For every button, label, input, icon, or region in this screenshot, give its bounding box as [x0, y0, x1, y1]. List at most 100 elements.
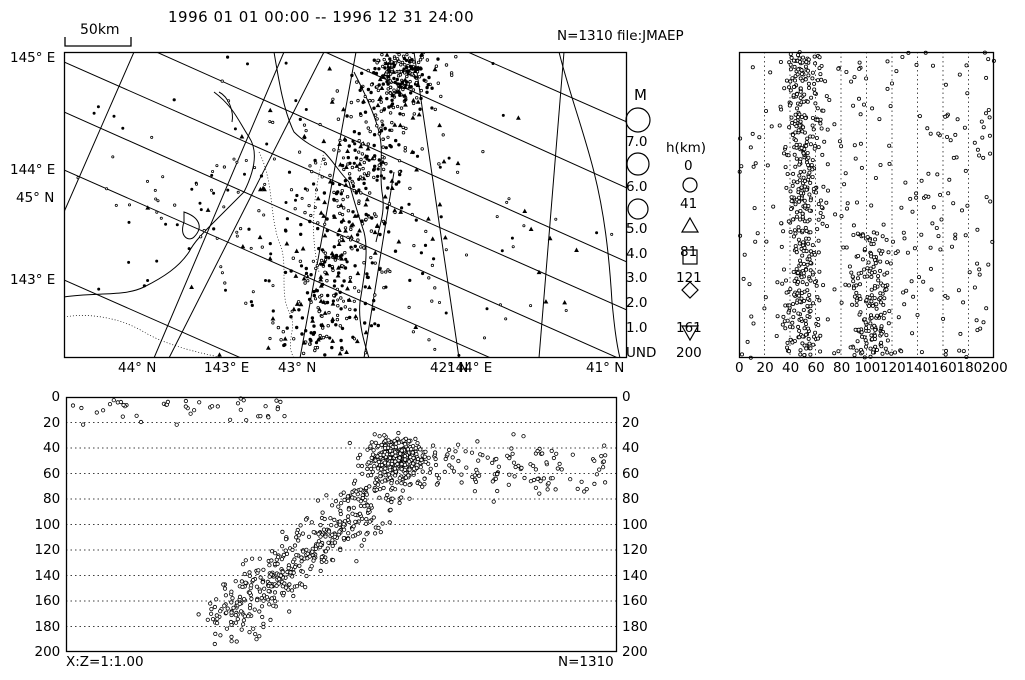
epicenter — [263, 278, 267, 282]
xs-point — [510, 451, 515, 456]
xs-point — [411, 461, 416, 466]
side-point — [870, 337, 875, 342]
side-point — [885, 350, 890, 355]
side-point — [802, 169, 807, 174]
xs-point — [341, 536, 346, 541]
side-point — [901, 230, 906, 235]
xs-point — [392, 466, 397, 471]
epicenter — [413, 75, 417, 79]
side-point — [791, 301, 796, 306]
epicenter — [327, 310, 331, 315]
xs-point — [229, 600, 234, 605]
epicenter-deep — [403, 102, 408, 107]
epicenter — [337, 149, 341, 153]
epicenter — [360, 71, 364, 75]
epicenter-deep — [354, 163, 360, 168]
xs-point — [332, 534, 337, 539]
xs-point — [582, 489, 587, 494]
epicenter-deep — [347, 278, 353, 283]
side-point — [813, 61, 818, 66]
side-point — [803, 116, 808, 121]
side-point — [791, 217, 796, 222]
xs-point — [451, 469, 457, 474]
side-point — [977, 272, 982, 277]
side-point — [871, 230, 876, 235]
epicenter — [433, 347, 437, 351]
side-point — [804, 267, 809, 272]
epicenter-deep — [441, 159, 447, 164]
side-point — [818, 121, 823, 126]
side-point — [914, 62, 919, 67]
xs-point — [341, 522, 346, 527]
xs-point — [323, 549, 329, 554]
xs-point — [372, 432, 377, 437]
side-point — [791, 85, 796, 90]
epicenter — [384, 72, 388, 76]
xs-point — [389, 499, 394, 505]
side-point — [928, 266, 933, 271]
epicenter — [384, 146, 388, 150]
epicenter — [325, 278, 329, 283]
epicenter — [363, 351, 368, 355]
epicenter-deep — [410, 97, 416, 103]
xs-point — [223, 593, 228, 598]
xs-point — [210, 404, 215, 409]
xs-point — [337, 519, 342, 524]
epicenter — [220, 271, 224, 275]
side-point — [987, 115, 992, 120]
xs-point — [373, 458, 378, 463]
xs-point — [183, 398, 189, 404]
epicenter — [156, 199, 160, 203]
side-point — [794, 214, 799, 219]
xs-point — [459, 480, 464, 485]
side-x-tick: 80 — [833, 360, 851, 376]
xs-point — [318, 568, 323, 573]
epicenter — [300, 332, 304, 336]
epicenter — [346, 208, 351, 213]
epicenter — [361, 166, 365, 171]
xs-point — [323, 534, 328, 539]
xs-point — [274, 398, 279, 403]
xs-point — [356, 497, 361, 502]
side-point — [801, 99, 806, 104]
xs-point — [255, 598, 260, 603]
xs-point — [290, 547, 295, 552]
xs-point — [387, 455, 393, 461]
epicenter — [381, 137, 385, 141]
xs-point — [264, 595, 270, 600]
xs-depth-tick-right: 80 — [622, 491, 640, 507]
side-x-tick: 180 — [956, 360, 983, 376]
epicenter — [376, 58, 380, 62]
xs-point — [70, 403, 76, 408]
map-label-44n: 44° N — [118, 360, 157, 376]
epicenter — [411, 150, 415, 155]
side-point — [823, 79, 828, 84]
epicenter — [155, 259, 159, 263]
epicenter — [385, 80, 389, 84]
epicenter — [457, 353, 461, 357]
side-point — [886, 250, 891, 255]
epicenter — [507, 197, 511, 201]
side-point — [791, 93, 796, 98]
epicenter — [422, 78, 426, 82]
xs-point — [568, 477, 573, 482]
epicenter — [212, 191, 216, 195]
map-label-43n: 43° N — [278, 360, 317, 376]
epicenter — [387, 105, 391, 109]
epicenter — [409, 91, 413, 95]
xs-point — [388, 507, 393, 513]
epicenter — [369, 256, 373, 260]
epicenter — [374, 214, 378, 218]
epicenter — [373, 66, 377, 71]
epicenter — [304, 108, 308, 112]
depth-cross-section — [65, 396, 618, 653]
xs-point — [276, 555, 281, 560]
xs-point — [325, 546, 330, 551]
epicenter — [312, 293, 316, 298]
xs-point — [359, 543, 364, 548]
side-x-tick: 0 — [735, 360, 744, 376]
xs-point — [278, 399, 283, 405]
side-point — [787, 303, 792, 308]
xs-point — [389, 461, 394, 467]
xs-point — [310, 549, 315, 554]
